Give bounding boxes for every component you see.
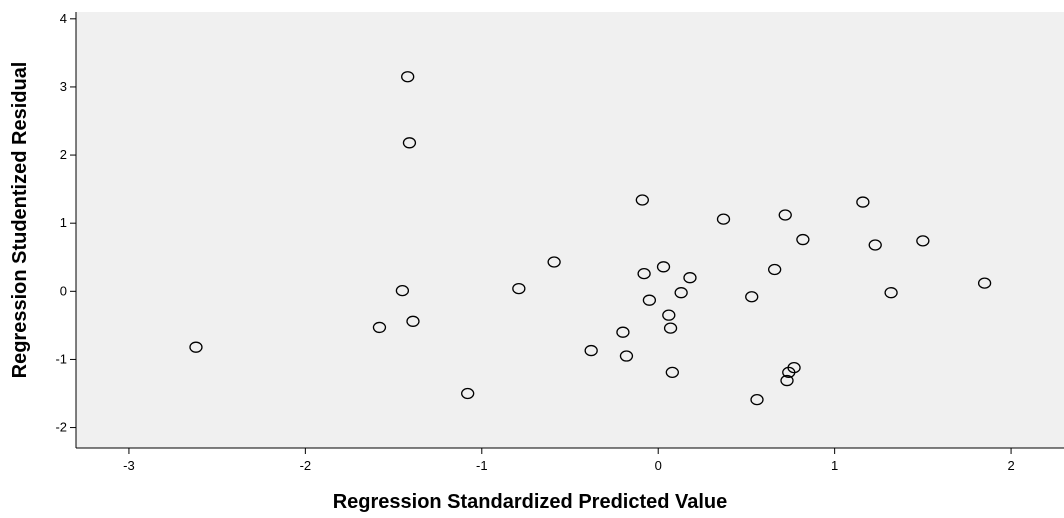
data-points: [189, 71, 992, 406]
y-tick-label: -1: [55, 351, 67, 366]
data-point: [868, 239, 882, 251]
data-point: [683, 272, 697, 284]
data-point: [406, 315, 420, 327]
data-point: [662, 309, 676, 321]
plot-area: [76, 12, 1064, 448]
data-point: [778, 209, 792, 221]
x-tick-label: 2: [1007, 458, 1014, 473]
data-point: [745, 291, 759, 303]
data-point: [663, 322, 678, 334]
x-tick-label: 1: [831, 458, 838, 473]
data-point: [401, 71, 415, 83]
data-point: [780, 374, 794, 387]
data-point: [916, 235, 930, 247]
data-point: [674, 287, 688, 299]
y-tick-label: 3: [60, 79, 67, 94]
data-point: [642, 294, 657, 306]
data-point: [461, 387, 475, 400]
x-tick-label: 0: [655, 458, 662, 473]
data-point: [402, 137, 417, 149]
data-point: [512, 282, 526, 295]
axis-ticks: -3 -2 -1 0 1 2 -2 -1 0 1 2 3 4: [55, 11, 1014, 473]
data-point: [372, 321, 387, 334]
y-tick-label: 1: [60, 215, 67, 230]
y-tick-label: 0: [60, 283, 67, 298]
data-point: [619, 350, 634, 362]
data-point: [884, 287, 898, 299]
x-axis-title: Regression Standardized Predicted Value: [333, 491, 728, 513]
x-tick-label: -3: [123, 458, 135, 473]
y-axis-title: Regression Studentized Residual: [9, 62, 31, 379]
data-point: [616, 326, 630, 338]
data-point: [716, 213, 731, 225]
x-tick-label: -2: [300, 458, 312, 473]
data-point: [189, 341, 203, 353]
y-tick-label: 4: [60, 11, 67, 26]
data-point: [856, 196, 870, 208]
y-tick-label: -2: [55, 420, 67, 435]
data-point: [584, 344, 598, 357]
y-tick-label: 2: [60, 147, 67, 162]
x-tick-label: -1: [476, 458, 488, 473]
data-point: [635, 194, 649, 206]
data-point: [637, 267, 651, 280]
data-point: [547, 256, 561, 268]
data-point: [656, 261, 671, 273]
data-point: [977, 277, 992, 289]
data-point: [787, 361, 801, 374]
data-point: [750, 393, 764, 406]
data-point: [768, 263, 782, 276]
data-point: [796, 233, 810, 246]
data-point: [665, 366, 679, 379]
data-point: [395, 284, 410, 297]
